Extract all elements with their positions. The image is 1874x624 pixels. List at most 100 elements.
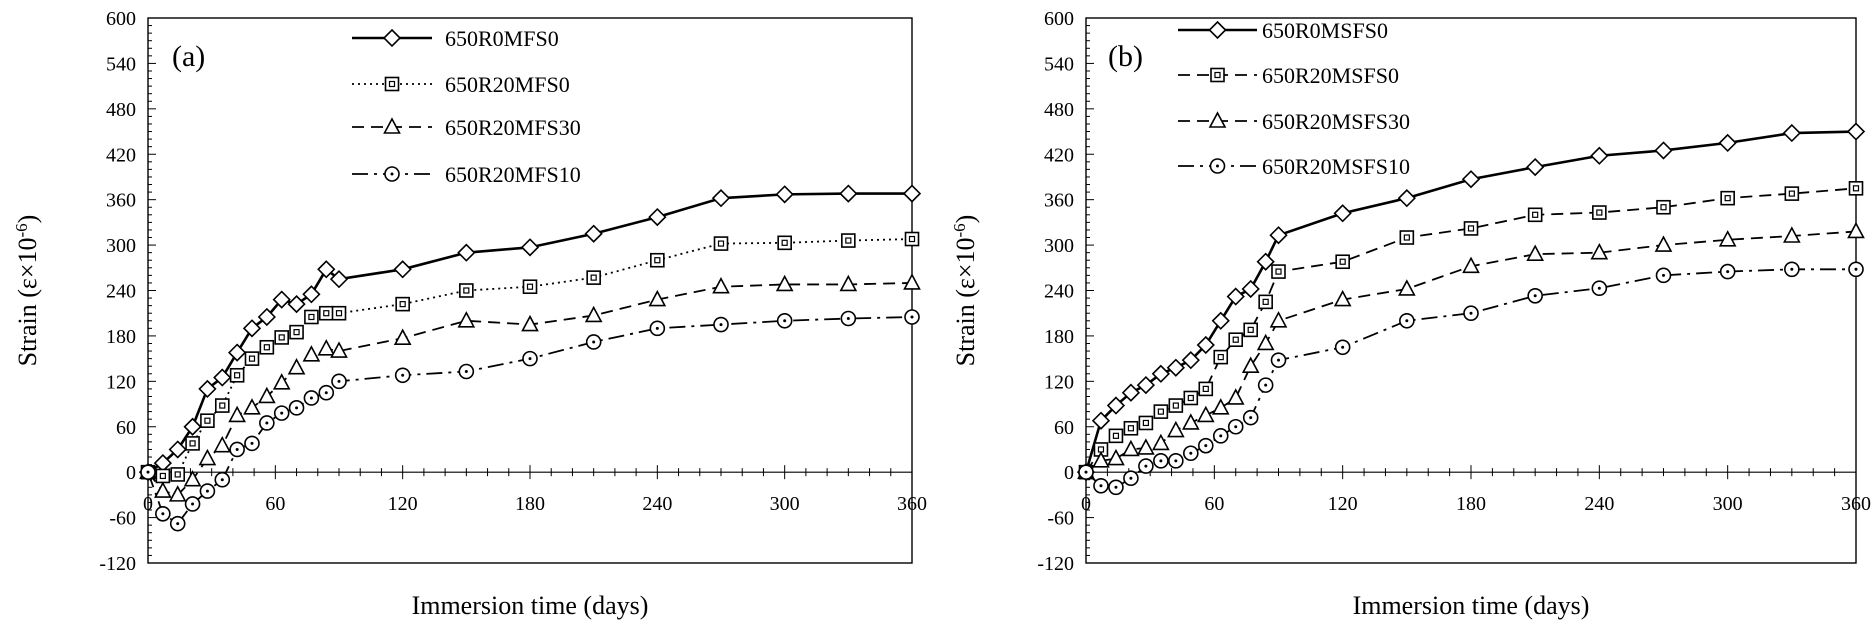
data-point: [317, 260, 336, 279]
data-point: [1718, 133, 1737, 153]
data-point: [272, 373, 291, 390]
data-point: [228, 343, 247, 362]
data-point-center: [783, 319, 787, 323]
data-point-center: [1189, 451, 1193, 455]
data-point: [1258, 294, 1273, 310]
data-point: [1846, 122, 1866, 141]
data-point: [1269, 226, 1288, 245]
data-point: [1399, 230, 1415, 245]
data-point-center: [1341, 345, 1345, 349]
data-point: [1271, 264, 1286, 279]
series-650R20MSFS10: [1078, 261, 1864, 496]
data-point: [775, 274, 794, 292]
data-point: [839, 274, 858, 292]
y-tick-label: 600: [1044, 8, 1074, 30]
data-point: [289, 324, 304, 340]
legend-entry: 650R20MSFS0: [1178, 63, 1399, 88]
data-point: [1269, 311, 1288, 328]
data-point: [1526, 157, 1545, 177]
legend-label: 650R0MFS0: [445, 26, 559, 51]
y-tick-label: 240: [1044, 281, 1074, 303]
data-point: [1241, 356, 1260, 373]
data-point-inner: [263, 344, 270, 351]
series-650R20MFS30: [139, 273, 921, 502]
data-point-center: [1726, 270, 1730, 274]
data-point-center: [1662, 273, 1665, 277]
x-tick-label: 0: [143, 493, 153, 515]
data-point-inner: [908, 235, 916, 243]
y-tick-label: 540: [1044, 53, 1074, 75]
y-tick-label: 540: [106, 53, 136, 75]
data-point: [1211, 398, 1230, 415]
data-point-center: [1174, 459, 1178, 463]
series-650R0MFS0: [138, 184, 922, 482]
y-tick-label: 300: [106, 235, 136, 257]
data-point: [257, 307, 276, 327]
legend-label: 650R20MSFS0: [1262, 63, 1399, 88]
data-point: [272, 290, 291, 309]
data-point-center: [719, 323, 723, 327]
legend-entry: 650R0MSFS0: [1178, 18, 1388, 43]
data-point: [711, 189, 731, 208]
data-point-center: [191, 502, 195, 506]
data-point-center: [655, 326, 659, 330]
data-point-inner: [1724, 195, 1731, 202]
data-point-inner: [1596, 209, 1603, 216]
data-point: [1166, 358, 1185, 377]
data-point: [1592, 205, 1607, 220]
panel-label: (a): [172, 40, 205, 73]
data-point-inner: [159, 472, 166, 480]
data-point: [1333, 289, 1352, 307]
data-point: [1166, 420, 1185, 438]
data-point: [1092, 451, 1110, 468]
legend-label: 650R20MSFS30: [1262, 109, 1410, 134]
data-point: [1181, 351, 1200, 370]
data-point: [1196, 405, 1215, 423]
y-tick-label: 420: [106, 144, 136, 166]
x-tick-label: 0: [1081, 493, 1091, 515]
data-point-inner: [1532, 211, 1539, 218]
chart-panel-2: -120 -60 0 60 120 180 240 300 360 420 480 540 600 0 60…: [950, 8, 1872, 620]
data-point: [304, 309, 319, 325]
data-point: [287, 294, 306, 314]
data-point-center: [1234, 425, 1238, 429]
y-tick-label: 180: [106, 326, 136, 348]
legend-entry: 650R20MSFS30: [1178, 109, 1410, 134]
data-point-inner: [174, 471, 181, 478]
data-point-center: [528, 357, 532, 361]
legend-marker-center: [1216, 164, 1219, 168]
data-point-center: [324, 391, 328, 395]
data-point-center: [592, 340, 596, 344]
data-point-center: [1533, 294, 1537, 298]
y-tick-label: 600: [106, 8, 136, 30]
y-tick-label: 60: [116, 417, 136, 439]
legend-marker-center: [390, 172, 394, 176]
legend-label: 650R20MFS0: [445, 72, 570, 97]
data-point: [457, 311, 476, 328]
y-tick-label: 360: [1044, 190, 1074, 212]
data-point: [586, 270, 601, 285]
data-point-inner: [654, 257, 661, 264]
legend-marker: [382, 28, 402, 48]
data-point: [331, 305, 347, 321]
data-point-inner: [1187, 394, 1194, 402]
data-point-inner: [1127, 425, 1135, 432]
data-point: [1181, 413, 1200, 430]
data-point: [1108, 428, 1124, 444]
data-point: [302, 285, 321, 304]
data-point: [1463, 221, 1479, 236]
y-tick-label: 0: [126, 462, 136, 484]
legend-entry: 650R20MFS30: [352, 115, 581, 140]
data-point: [1527, 207, 1543, 223]
data-point: [1213, 349, 1229, 365]
x-tick-label: 240: [642, 493, 672, 515]
y-tick-label: 300: [1044, 235, 1074, 257]
data-point-center: [220, 478, 224, 482]
x-tick-label: 300: [770, 493, 800, 515]
data-point-center: [146, 470, 150, 474]
legend-marker: [383, 117, 401, 134]
data-point-center: [910, 315, 914, 319]
data-point-inner: [189, 440, 196, 447]
data-point: [457, 243, 476, 262]
x-tick-label: 180: [1456, 493, 1486, 515]
